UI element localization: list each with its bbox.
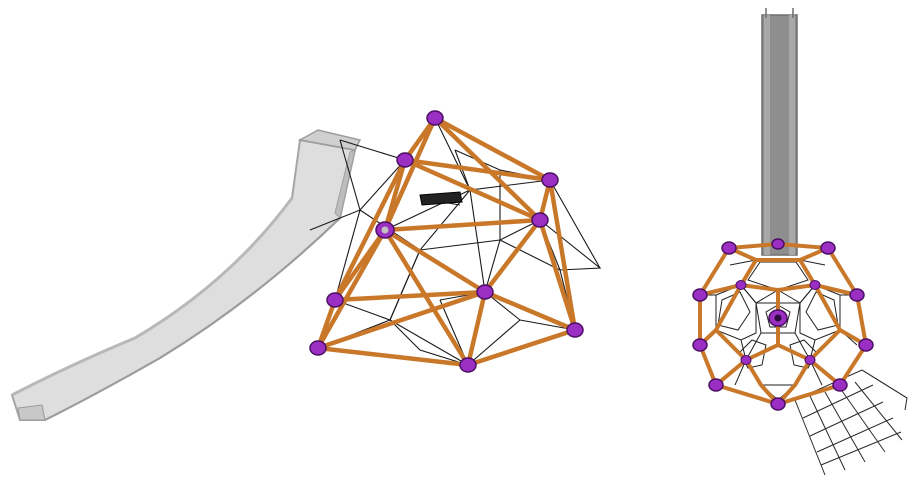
slide-top xyxy=(762,8,797,255)
frame xyxy=(318,118,575,365)
platform xyxy=(420,192,462,205)
top-view xyxy=(693,8,907,475)
side-view xyxy=(12,111,600,420)
net-ladder xyxy=(795,370,907,475)
slide xyxy=(12,130,360,420)
